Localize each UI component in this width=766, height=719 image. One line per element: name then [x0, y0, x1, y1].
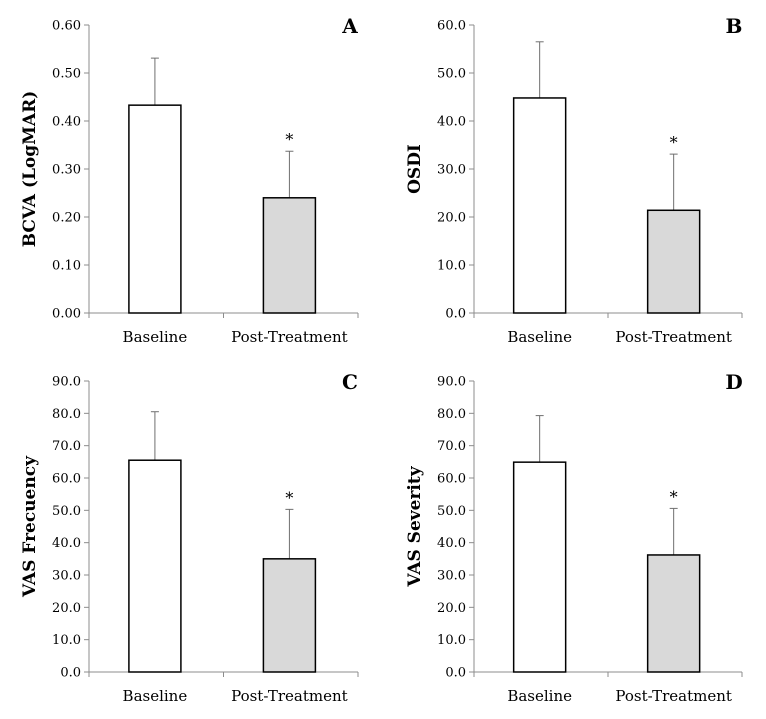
- panel-letter: B: [726, 14, 743, 38]
- y-tick-label: 50.0: [52, 504, 81, 519]
- y-tick-label: 60.0: [437, 19, 466, 34]
- x-tick-label: Post-Treatment: [231, 328, 348, 346]
- y-tick-label: 40.0: [52, 536, 81, 551]
- y-tick-label: 20.0: [437, 601, 466, 616]
- y-tick-label: 80.0: [52, 407, 81, 422]
- y-tick-label: 0.0: [445, 666, 466, 681]
- chart-panel-d: 0.0 10.0 20.0 30.0 40.0 50.0 60.0 70.0 80.0 90.0 B…: [405, 370, 743, 705]
- bar-post-treatment: [262, 197, 317, 314]
- y-tick-label: 80.0: [437, 407, 466, 422]
- y-tick-label: 0.0: [445, 307, 466, 322]
- y-tick-label: 0.10: [52, 259, 81, 274]
- chart-panel-b: 0.0 10.0 20.0 30.0 40.0 50.0 60.0 Baseline * Post…: [405, 14, 743, 346]
- x-tick-label: Post-Treatment: [231, 687, 348, 705]
- y-tick-label: 40.0: [437, 536, 466, 551]
- x-tick-label: Baseline: [507, 687, 572, 705]
- bar-baseline: [512, 461, 567, 673]
- y-tick-label: 10.0: [437, 633, 466, 648]
- y-tick-label: 0.60: [52, 19, 81, 34]
- y-tick-label: 0.00: [52, 307, 81, 322]
- y-tick-label: 50.0: [437, 67, 466, 82]
- chart-panel-a: 0.00 0.10 0.20 0.30 0.40 0.50 0.60 Baseline * Pos…: [20, 14, 359, 346]
- x-tick-label: Baseline: [123, 328, 188, 346]
- y-tick-label: 0.0: [60, 666, 81, 681]
- y-tick-label: 0.50: [52, 67, 81, 82]
- y-axis-title: BCVA (LogMAR): [20, 91, 40, 248]
- y-tick-label: 90.0: [437, 375, 466, 390]
- y-tick-label: 70.0: [437, 439, 466, 454]
- bar-post-treatment: [262, 558, 317, 673]
- significance-marker: *: [670, 133, 678, 152]
- bar-post-treatment: [646, 209, 701, 314]
- y-tick-label: 20.0: [52, 601, 81, 616]
- x-tick-label: Post-Treatment: [615, 687, 732, 705]
- significance-marker: *: [285, 130, 293, 149]
- y-tick-label: 30.0: [437, 163, 466, 178]
- panel-letter: D: [725, 370, 742, 394]
- y-tick-label: 60.0: [437, 472, 466, 487]
- y-tick-label: 10.0: [52, 633, 81, 648]
- bar-baseline: [128, 459, 182, 673]
- x-tick-label: Baseline: [123, 687, 188, 705]
- y-tick-label: 0.20: [52, 211, 81, 226]
- y-axis-title: VAS Severity: [405, 465, 425, 587]
- panel-letter: C: [342, 370, 358, 394]
- bar-baseline: [512, 97, 567, 314]
- bar-post-treatment: [646, 554, 701, 673]
- y-tick-label: 30.0: [52, 569, 81, 584]
- y-tick-label: 90.0: [52, 375, 81, 390]
- x-tick-label: Post-Treatment: [615, 328, 732, 346]
- panel-letter: A: [341, 14, 358, 38]
- y-tick-label: 0.30: [52, 163, 81, 178]
- y-tick-label: 70.0: [52, 439, 81, 454]
- y-tick-label: 20.0: [437, 211, 466, 226]
- y-axis-title: VAS Frecuency: [20, 455, 40, 598]
- y-tick-label: 30.0: [437, 569, 466, 584]
- y-tick-label: 40.0: [437, 115, 466, 130]
- bar-baseline: [128, 104, 182, 314]
- significance-marker: *: [670, 487, 678, 506]
- y-tick-label: 60.0: [52, 472, 81, 487]
- significance-marker: *: [285, 488, 293, 507]
- x-tick-label: Baseline: [507, 328, 572, 346]
- y-axis-title: OSDI: [405, 144, 425, 194]
- y-tick-label: 0.40: [52, 115, 81, 130]
- y-tick-label: 50.0: [437, 504, 466, 519]
- y-tick-label: 10.0: [437, 259, 466, 274]
- chart-panel-c: 0.0 10.0 20.0 30.0 40.0 50.0 60.0 70.0 80.0 90.0 B…: [20, 370, 359, 705]
